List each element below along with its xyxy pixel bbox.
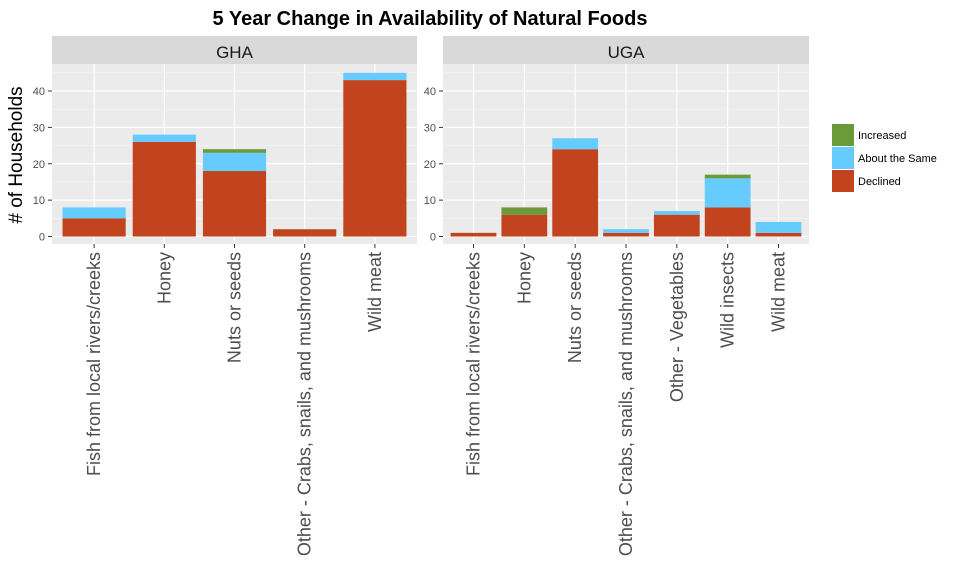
- facet-strip-label: GHA: [216, 43, 254, 62]
- bar-segment: [343, 72, 407, 81]
- x-tick-label: Fish from local rivers/creeks: [464, 252, 484, 476]
- x-tick-label: Wild meat: [769, 252, 789, 332]
- y-tick-label: 20: [424, 159, 436, 171]
- bar-segment: [603, 229, 649, 233]
- y-tick-label: 20: [33, 159, 45, 171]
- bar-segment: [653, 214, 700, 237]
- legend-key-about-the-same: [832, 147, 854, 169]
- legend-label: Declined: [858, 176, 901, 188]
- bar-segment: [704, 178, 751, 208]
- bar-segment: [755, 232, 802, 237]
- legend: Increased About the Same Declined: [832, 124, 937, 192]
- y-axis-label: # of Households: [6, 86, 27, 223]
- facet-strip-label: UGA: [608, 43, 646, 62]
- y-tick-label: 0: [39, 232, 45, 244]
- legend-key-increased: [832, 124, 854, 146]
- legend-key-declined: [832, 170, 854, 192]
- chart-title: 5 Year Change in Availability of Natural…: [213, 8, 648, 30]
- bar-segment: [62, 207, 126, 219]
- bar-segment: [132, 141, 196, 237]
- x-tick-label: Fish from local rivers/creeks: [84, 252, 104, 476]
- bar-segment: [653, 211, 700, 215]
- y-tick-label: 30: [33, 122, 45, 134]
- facet-panel-gha: GHA 0 10 20 30 40 Fish from local rivers/creek…: [33, 36, 417, 556]
- y-tick-label: 40: [33, 86, 45, 98]
- x-tick-label: Wild insects: [718, 252, 738, 348]
- x-tick-label: Wild meat: [365, 252, 385, 332]
- x-tick-label: Other - Crabs, snails, and mushrooms: [616, 252, 636, 556]
- bar-segment: [132, 134, 196, 142]
- bar-segment: [501, 214, 548, 237]
- x-tick-label: Other - Crabs, snails, and mushrooms: [295, 252, 315, 556]
- facet-panel-uga: UGA 0 10 20 30 40 Fish from local rivers/creek…: [424, 36, 809, 556]
- bar-segment: [704, 207, 751, 237]
- y-tick-label: 0: [430, 232, 436, 244]
- y-tick-label: 30: [424, 122, 436, 134]
- bar-segment: [552, 138, 599, 150]
- bar-segment: [202, 171, 267, 237]
- bar-segment: [603, 232, 649, 237]
- x-tick-label: Honey: [154, 252, 174, 304]
- bar-segment: [273, 229, 337, 237]
- bar-segment: [552, 149, 599, 237]
- facet-strip: [52, 36, 417, 64]
- x-tick-label: Honey: [514, 252, 534, 304]
- y-tick-label: 10: [33, 195, 45, 207]
- y-tick-label: 10: [424, 195, 436, 207]
- facet-panels: GHA 0 10 20 30 40 Fish from local rivers/creek…: [33, 36, 809, 556]
- x-tick-label: Nuts or seeds: [565, 252, 585, 363]
- x-tick-label: Nuts or seeds: [225, 252, 245, 363]
- bar-segment: [62, 218, 126, 237]
- bar-segment: [202, 152, 267, 172]
- bar-segment: [450, 232, 497, 237]
- legend-label: Increased: [858, 130, 906, 142]
- bar-segment: [202, 149, 267, 153]
- bar-segment: [501, 207, 548, 215]
- x-tick-label: Other - Vegetables: [667, 252, 687, 402]
- legend-label: About the Same: [858, 153, 937, 165]
- bar-segment: [704, 174, 751, 179]
- bar-segment: [343, 80, 407, 237]
- facet-strip: [443, 36, 809, 64]
- y-tick-label: 40: [424, 86, 436, 98]
- bar-segment: [755, 221, 802, 233]
